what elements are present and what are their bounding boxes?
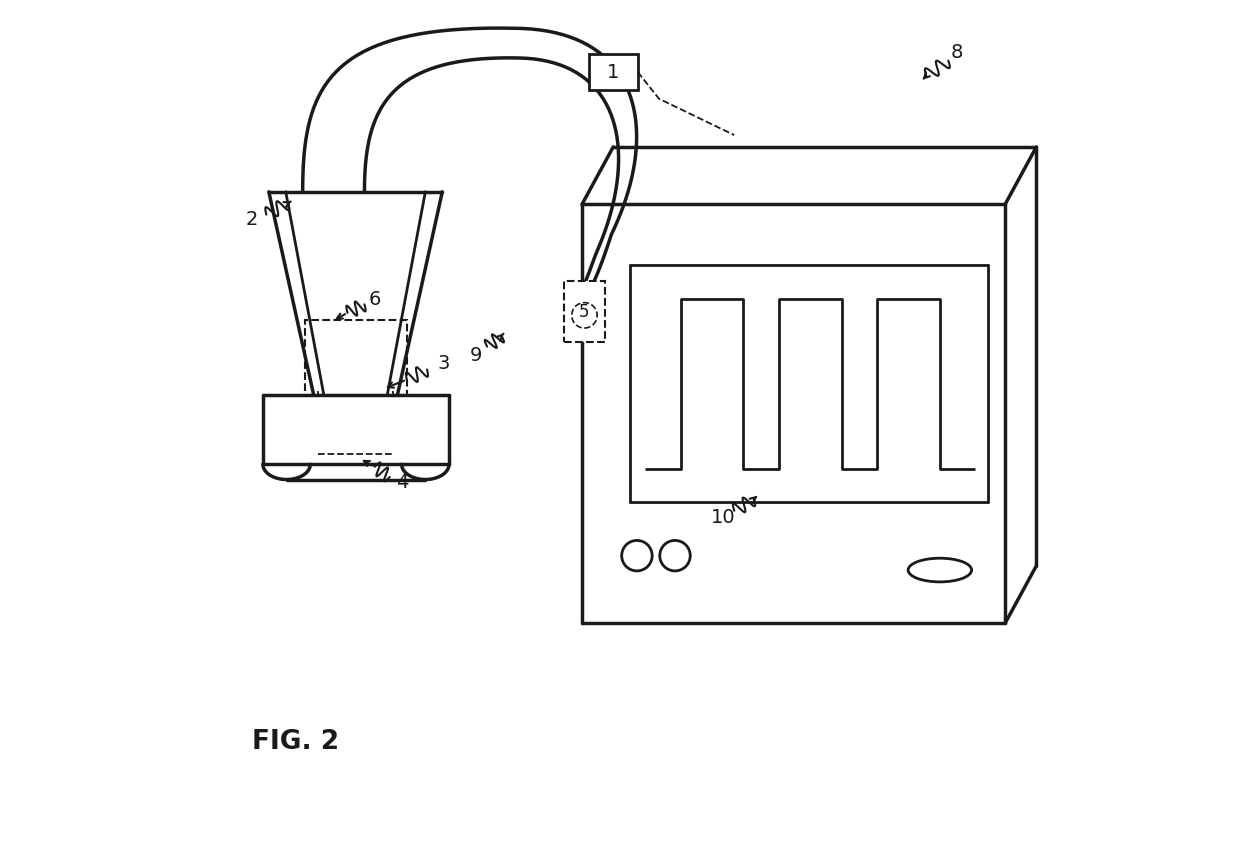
Text: 3: 3 bbox=[438, 354, 450, 373]
Text: 6: 6 bbox=[368, 290, 381, 309]
Text: 9: 9 bbox=[470, 346, 482, 364]
Text: 8: 8 bbox=[951, 42, 963, 62]
Text: FIG. 2: FIG. 2 bbox=[252, 728, 339, 755]
Bar bbox=[589, 53, 637, 90]
Text: 2: 2 bbox=[246, 211, 258, 229]
Text: 4: 4 bbox=[397, 473, 409, 492]
Ellipse shape bbox=[574, 295, 591, 303]
Text: 5: 5 bbox=[579, 303, 590, 321]
Bar bbox=[305, 320, 407, 395]
Bar bbox=[564, 282, 605, 342]
Text: 1: 1 bbox=[608, 63, 620, 82]
Text: 10: 10 bbox=[711, 508, 735, 527]
